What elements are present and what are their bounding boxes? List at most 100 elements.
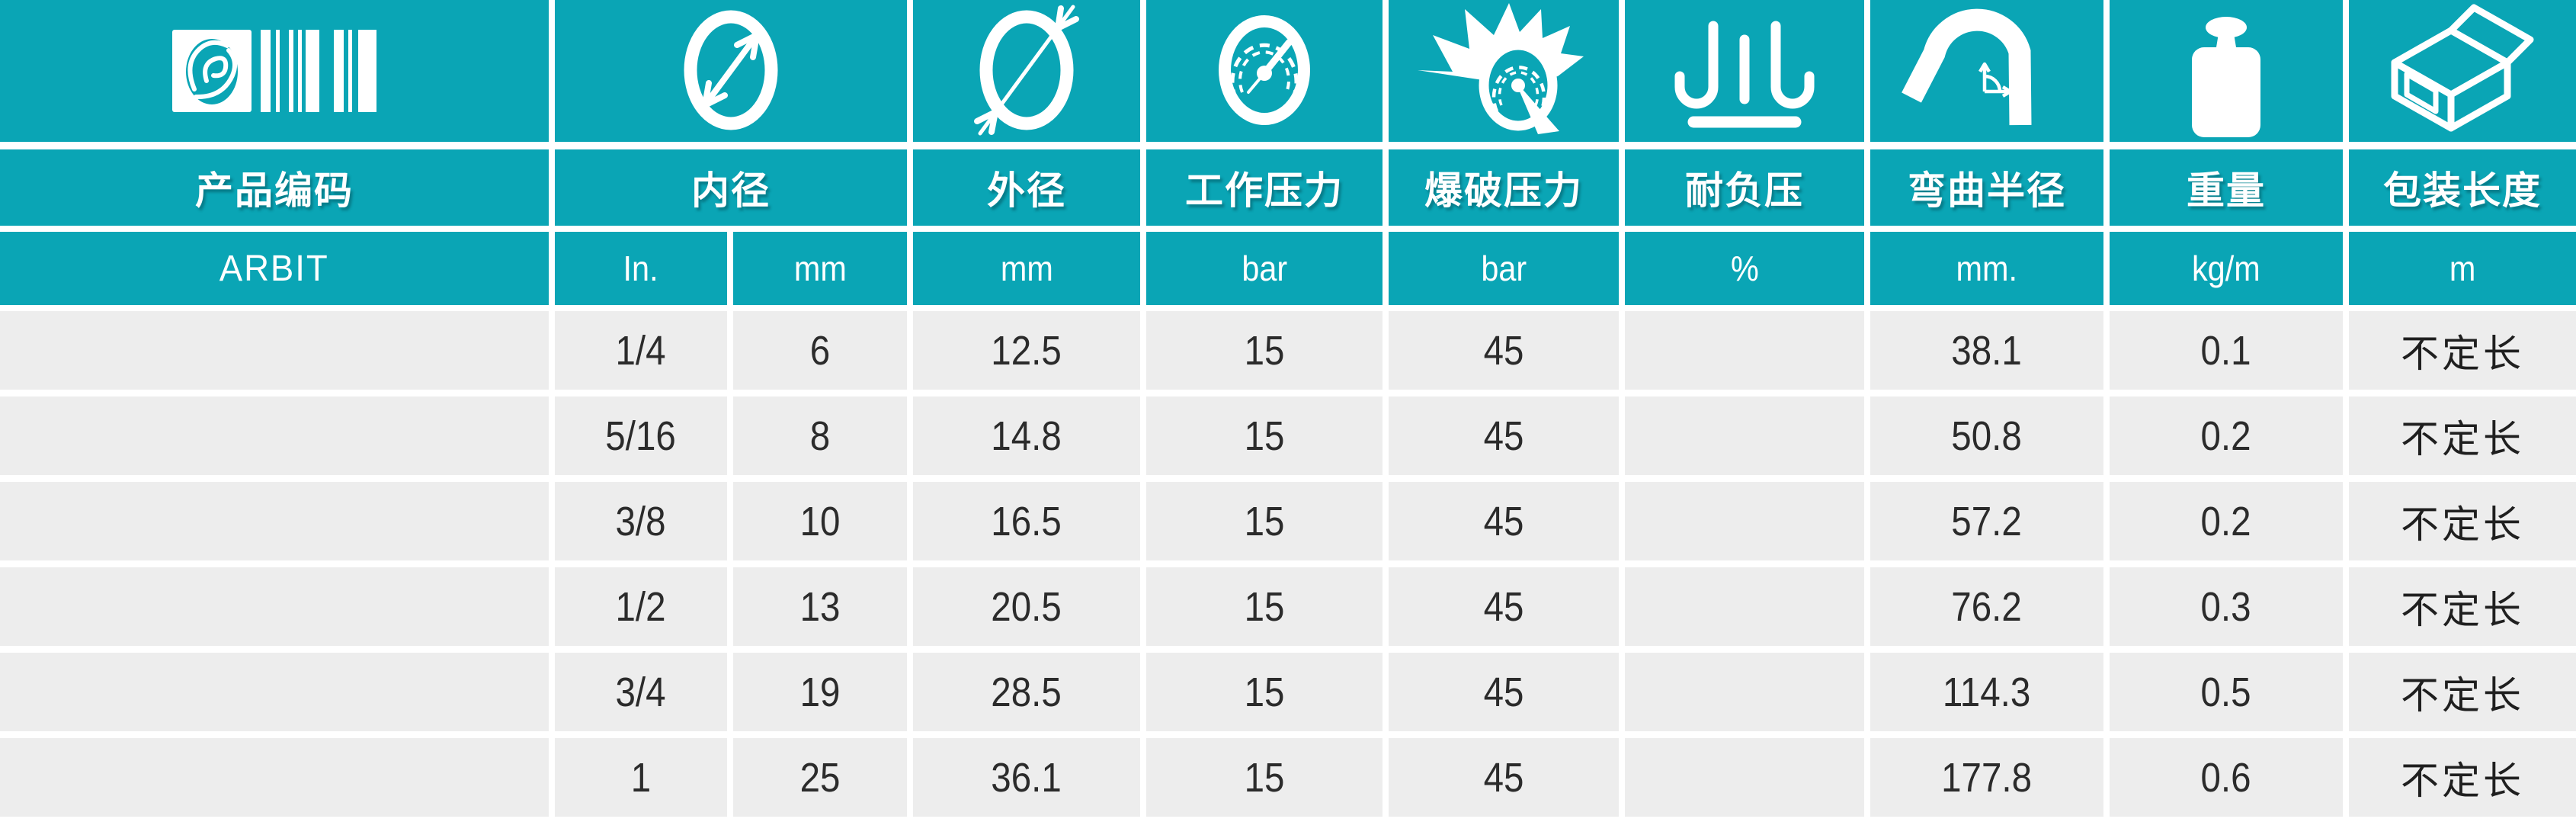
cell-bend-radius: 177.8 <box>1870 738 2103 817</box>
cell-working-pressure: 15 <box>1146 482 1383 560</box>
cell-weight: 0.6 <box>2110 738 2343 817</box>
cell-burst-pressure: 45 <box>1389 311 1619 390</box>
header-label: 爆破压力 <box>1424 169 1583 212</box>
header-label: 产品编码 <box>195 169 354 212</box>
cell-inner-mm: 6 <box>733 311 907 390</box>
cell-outer-mm: 36.1 <box>913 738 1140 817</box>
header-label: 弯曲半径 <box>1908 169 2066 212</box>
cell-packing-length: 不定长 <box>2349 397 2576 475</box>
header-label: 包装长度 <box>2383 169 2542 212</box>
unit-inner-mm: mm <box>733 232 907 305</box>
cell-vacuum <box>1625 311 1864 390</box>
cell-weight: 0.5 <box>2110 653 2343 731</box>
burst-pressure-gauge-icon <box>1418 3 1584 134</box>
unit-vacuum-percent: % <box>1625 232 1864 305</box>
header-vacuum-resistance: 耐负压 <box>1625 149 1864 226</box>
cell-burst-pressure: 45 <box>1389 567 1619 646</box>
burst-pressure-icon-cell <box>1389 0 1619 142</box>
cell-bend-radius: 50.8 <box>1870 397 2103 475</box>
cell-vacuum <box>1625 653 1864 731</box>
header-label: 外径 <box>987 169 1066 212</box>
cell-bend-radius: 114.3 <box>1870 653 2103 731</box>
header-product-code: 产品编码 <box>0 149 549 226</box>
cell-packing-length: 不定长 <box>2349 311 2576 390</box>
bend-radius-icon-cell <box>1870 0 2103 142</box>
working-pressure-gauge-icon <box>1219 15 1310 125</box>
table-row: 1/4 6 12.5 15 45 38.1 0.1 不定长 <box>0 311 2576 390</box>
table-row: 3/4 19 28.5 15 45 114.3 0.5 不定长 <box>0 653 2576 731</box>
cell-weight: 0.2 <box>2110 397 2343 475</box>
inner-diameter-icon-cell <box>555 0 907 142</box>
cell-packing-length: 不定长 <box>2349 738 2576 817</box>
cell-inner-mm: 10 <box>733 482 907 560</box>
cell-inner-mm: 13 <box>733 567 907 646</box>
outer-diameter-icon <box>974 5 1079 136</box>
units-row: ARBIT In. mm mm bar bar % mm. kg/m m <box>0 232 2576 305</box>
header-burst-pressure: 爆破压力 <box>1389 149 1619 226</box>
unit-bend-mm: mm. <box>1870 232 2103 305</box>
brand-logo-group <box>172 30 376 112</box>
cell-working-pressure: 15 <box>1146 311 1383 390</box>
header-label: 重量 <box>2187 169 2266 212</box>
inner-diameter-icon <box>684 10 778 130</box>
unit-weight-kgm: kg/m <box>2110 232 2343 305</box>
cell-vacuum <box>1625 482 1864 560</box>
table-row: 5/16 8 14.8 15 45 50.8 0.2 不定长 <box>0 397 2576 475</box>
unit-inner-inch: In. <box>555 232 727 305</box>
cell-inner-mm: 8 <box>733 397 907 475</box>
cell-working-pressure: 15 <box>1146 653 1383 731</box>
icon-header-row <box>0 0 2576 142</box>
outer-diameter-icon-cell <box>913 0 1140 142</box>
cell-burst-pressure: 45 <box>1389 397 1619 475</box>
vacuum-resistance-icon-cell <box>1625 0 1864 142</box>
cell-product-code <box>0 482 549 560</box>
unit-length-m: m <box>2349 232 2576 305</box>
bend-radius-icon <box>1902 8 2032 126</box>
cell-bend-radius: 38.1 <box>1870 311 2103 390</box>
cell-inner-inch: 5/16 <box>555 397 727 475</box>
cell-weight: 0.1 <box>2110 311 2343 390</box>
cell-packing-length: 不定长 <box>2349 653 2576 731</box>
cell-working-pressure: 15 <box>1146 738 1383 817</box>
header-working-pressure: 工作压力 <box>1146 149 1383 226</box>
series-name: ARBIT <box>219 248 329 289</box>
weight-icon-cell <box>2110 0 2343 142</box>
cell-packing-length: 不定长 <box>2349 482 2576 560</box>
cell-bend-radius: 76.2 <box>1870 567 2103 646</box>
cell-product-code <box>0 567 549 646</box>
cell-burst-pressure: 45 <box>1389 653 1619 731</box>
cell-inner-mm: 19 <box>733 653 907 731</box>
cell-bend-radius: 57.2 <box>1870 482 2103 560</box>
cell-outer-mm: 14.8 <box>913 397 1140 475</box>
table-row: 3/8 10 16.5 15 45 57.2 0.2 不定长 <box>0 482 2576 560</box>
cell-product-code <box>0 738 549 817</box>
header-outer-diameter: 外径 <box>913 149 1140 226</box>
header-label: 内径 <box>691 169 771 212</box>
cell-working-pressure: 15 <box>1146 567 1383 646</box>
unit-working-bar: bar <box>1146 232 1383 305</box>
cell-burst-pressure: 45 <box>1389 738 1619 817</box>
logo-barcode-icon <box>172 30 252 112</box>
cell-inner-inch: 3/8 <box>555 482 727 560</box>
table-row: 1/2 13 20.5 15 45 76.2 0.3 不定长 <box>0 567 2576 646</box>
cell-vacuum <box>1625 397 1864 475</box>
cell-outer-mm: 12.5 <box>913 311 1140 390</box>
cell-packing-length: 不定长 <box>2349 567 2576 646</box>
header-packing-length: 包装长度 <box>2349 149 2576 226</box>
cell-inner-inch: 1/2 <box>555 567 727 646</box>
cell-product-code <box>0 397 549 475</box>
cell-inner-inch: 1 <box>555 738 727 817</box>
vacuum-resistance-icon <box>1674 21 1815 128</box>
header-weight: 重量 <box>2110 149 2343 226</box>
cell-inner-inch: 3/4 <box>555 653 727 731</box>
weight-icon <box>2192 17 2260 137</box>
header-label: 工作压力 <box>1185 169 1344 212</box>
series-cell: ARBIT <box>0 232 549 305</box>
table-row: 1 25 36.1 15 45 177.8 0.6 不定长 <box>0 738 2576 817</box>
cell-inner-inch: 1/4 <box>555 311 727 390</box>
cell-vacuum <box>1625 738 1864 817</box>
cell-working-pressure: 15 <box>1146 397 1383 475</box>
header-label: 耐负压 <box>1685 169 1804 212</box>
cell-burst-pressure: 45 <box>1389 482 1619 560</box>
